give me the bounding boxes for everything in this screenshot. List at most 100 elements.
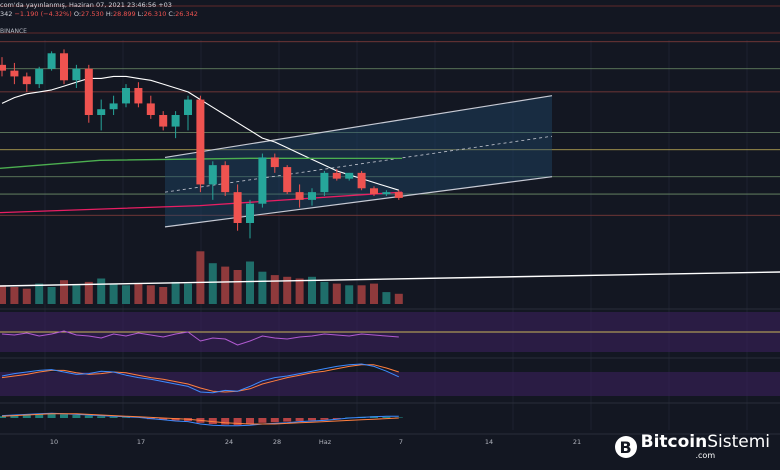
volume-bar <box>122 285 130 304</box>
macd-histogram-bar <box>270 418 279 423</box>
bitcoinsistemi-logo: B BitcoinSistemi .com <box>614 434 770 460</box>
candle-body <box>295 192 304 200</box>
macd-histogram-bar <box>97 416 106 418</box>
macd-histogram-bar <box>0 416 6 418</box>
candle-body <box>357 172 366 189</box>
ma-pink-line <box>0 191 403 214</box>
candle-body <box>0 64 6 71</box>
x-tick-label: 14 <box>485 438 493 446</box>
ma-green-line <box>0 157 403 169</box>
macd-histogram-bar <box>394 417 403 418</box>
long-trend-line <box>0 271 780 287</box>
volume-bar <box>283 276 292 304</box>
brand-name-bold: Bitcoin <box>640 432 708 452</box>
candle-body <box>283 167 292 193</box>
volume-bar <box>60 280 68 304</box>
candle-body <box>109 103 118 110</box>
macd-histogram-bar <box>320 418 329 420</box>
candle-body <box>270 157 279 168</box>
volume-bar <box>72 285 81 304</box>
candle-body <box>171 115 180 127</box>
x-tick-label: 7 <box>399 438 403 446</box>
candle-body <box>10 70 19 77</box>
candle-body <box>233 192 242 223</box>
macd-histogram-bar <box>233 418 242 426</box>
macd-histogram-bar <box>283 418 292 422</box>
macd-histogram-bar <box>221 418 230 425</box>
volume-bar <box>84 281 93 304</box>
volume-bar <box>382 292 391 304</box>
brand-name-thin: Sistemi <box>707 432 770 452</box>
macd-histogram-bar <box>47 413 56 418</box>
stochastic-band <box>0 372 780 396</box>
volume-bar <box>332 283 341 304</box>
candle-body <box>332 172 341 179</box>
candle-body <box>345 172 354 179</box>
brand-text: BitcoinSistemi .com <box>641 434 770 460</box>
x-tick-label: 10 <box>50 438 58 446</box>
macd-histogram-bar <box>332 418 341 420</box>
volume-bar <box>357 285 366 304</box>
macd-histogram-bar <box>72 415 81 418</box>
macd-histogram-bar <box>159 418 168 420</box>
channel-lower-line <box>164 176 553 228</box>
candle-body <box>72 68 81 81</box>
volume-bar <box>270 275 279 304</box>
volume-bar <box>10 287 19 304</box>
volume-bar <box>146 285 155 304</box>
brand-name: BitcoinSistemi <box>641 434 770 451</box>
price-value: 342 <box>0 10 15 18</box>
high-value: 28.899 <box>112 10 136 18</box>
price-change: −1.190 (−4.32%) <box>14 10 72 18</box>
macd-histogram-bar <box>35 414 44 418</box>
open-label: O: <box>71 10 82 18</box>
macd-histogram-bar <box>246 418 254 424</box>
oscillator-line <box>1 330 399 346</box>
volume-bar <box>394 293 403 304</box>
volume-bar <box>208 263 217 304</box>
macd-histogram-bar <box>295 418 304 421</box>
volume-bar <box>196 251 205 304</box>
x-tick-label: 24 <box>225 438 233 446</box>
candle-body <box>320 172 329 193</box>
candle-body <box>208 165 217 185</box>
channel-fill <box>165 95 552 227</box>
stochastic-d-line <box>1 364 399 393</box>
low-value: 26.310 <box>143 10 167 18</box>
volume-bar <box>0 285 6 304</box>
macd-histogram-bar <box>84 415 93 418</box>
candle-body <box>308 192 316 200</box>
high-label: H: <box>103 10 113 18</box>
macd-histogram-bar <box>171 418 180 421</box>
candle-body <box>60 53 68 81</box>
bitcoin-logo-icon: B <box>614 436 637 458</box>
volume-bar <box>159 287 168 304</box>
brand-tld: .com <box>695 451 716 460</box>
volume-bar <box>233 270 242 304</box>
candle-body <box>146 103 155 115</box>
ohlc-readout: 342 −1.190 (−4.32%) O:27.530 H:28.899 L:… <box>0 10 198 18</box>
channel-mid-line <box>164 135 553 193</box>
exchange-label: BINANCE <box>0 28 27 35</box>
candle-body <box>394 192 403 198</box>
macd-histogram-bar <box>382 416 391 418</box>
channel-upper-line <box>164 95 553 159</box>
candle-body <box>22 76 31 85</box>
macd-histogram-bar <box>258 418 267 423</box>
candle-body <box>122 88 130 104</box>
candle-body <box>258 157 267 204</box>
candle-body <box>97 109 106 115</box>
publish-info: com'da yayınlanmış, Haziran 07, 2021 23:… <box>0 1 172 9</box>
x-tick-label: Haz <box>319 438 332 446</box>
macd-histogram-bar <box>208 418 217 424</box>
volume-bar <box>134 283 143 304</box>
volume-bar <box>308 276 316 304</box>
x-tick-label: 17 <box>137 438 145 446</box>
volume-bar <box>109 283 118 304</box>
volume-bar <box>345 285 354 304</box>
candle-body <box>221 165 230 193</box>
macd-histogram-bar <box>109 416 118 418</box>
volume-bar <box>258 271 267 304</box>
volume-bar <box>295 278 304 304</box>
